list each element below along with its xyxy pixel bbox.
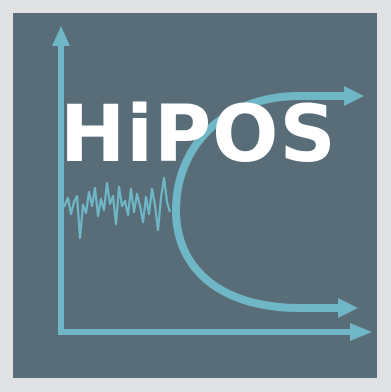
- bifurcation-curve-icon: [172, 86, 364, 318]
- logo-panel: [13, 13, 377, 378]
- upper-branch: [172, 92, 348, 211]
- chart-axes-icon: [52, 26, 372, 341]
- lower-branch-arrowhead: [338, 298, 358, 318]
- noisy-signal-icon: [62, 176, 172, 240]
- logo-title: HiPOS: [60, 90, 337, 180]
- x-axis-arrowhead: [350, 323, 372, 341]
- y-axis-arrowhead: [52, 26, 70, 46]
- upper-branch-arrowhead: [344, 86, 364, 106]
- lower-branch: [172, 209, 342, 312]
